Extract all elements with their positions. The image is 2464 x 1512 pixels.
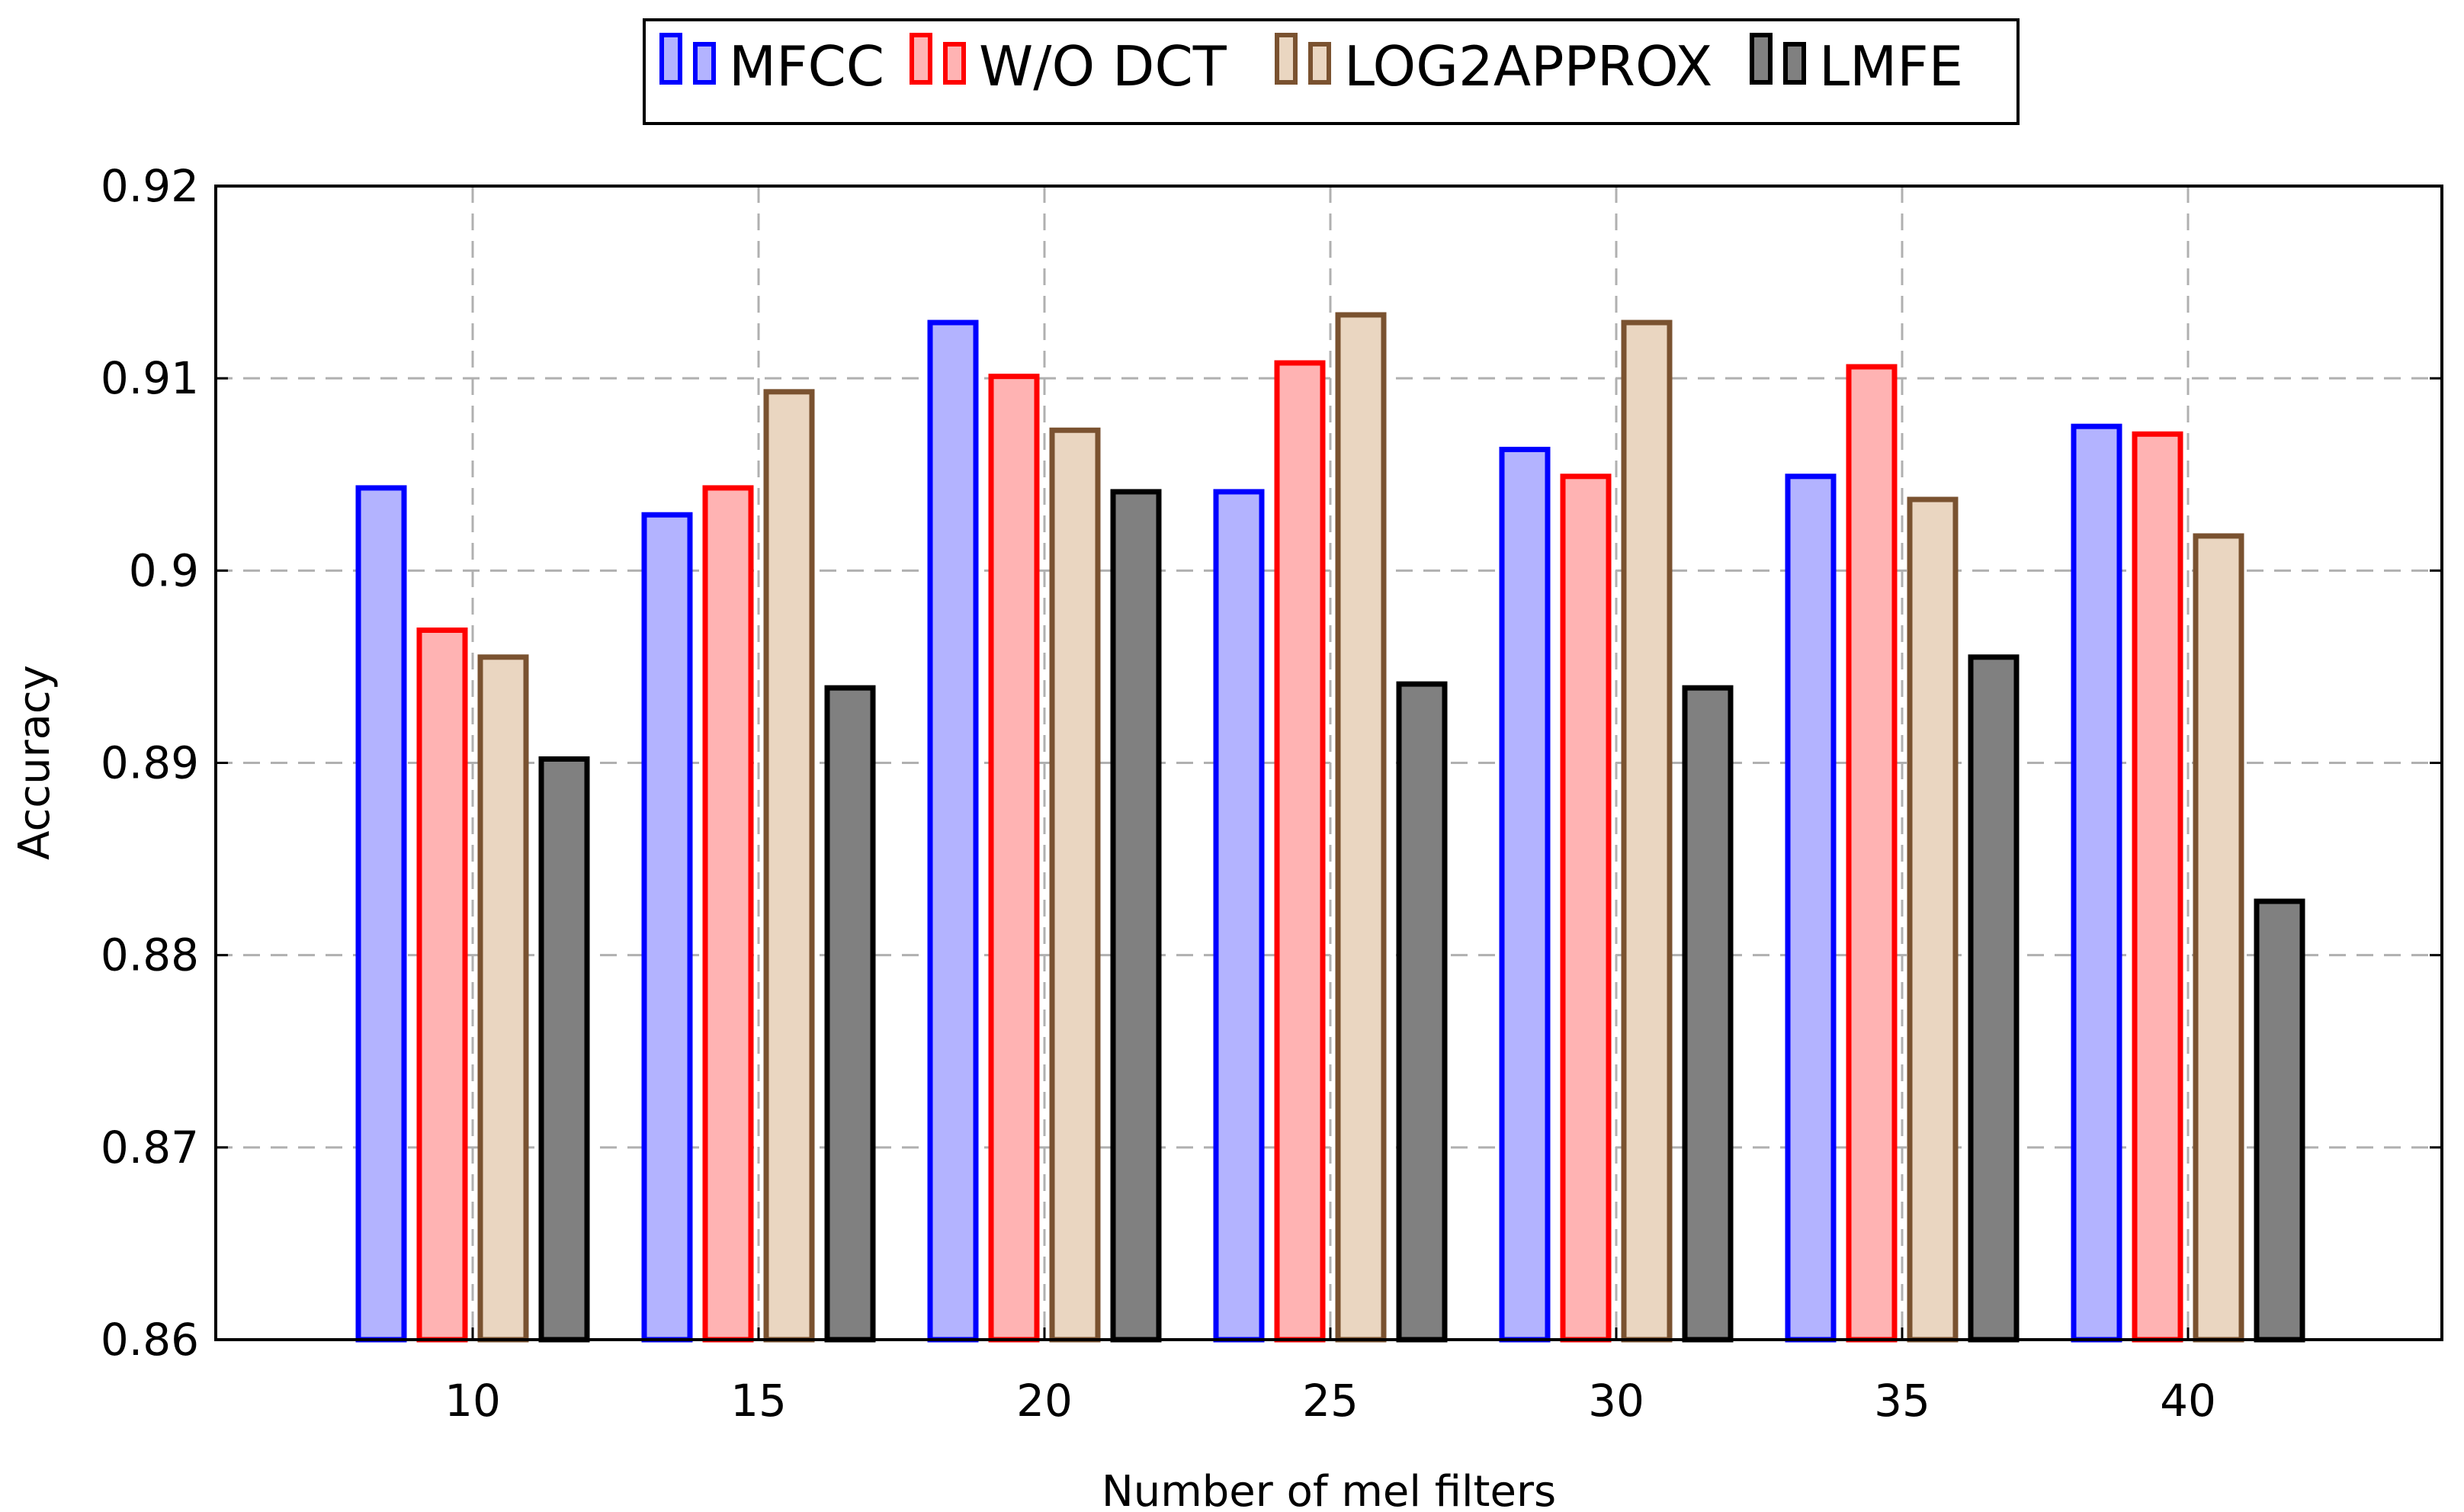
- x-tick-label: 15: [730, 1375, 787, 1427]
- y-tick-label: 0.89: [101, 737, 199, 789]
- y-tick-label: 0.88: [101, 929, 199, 981]
- legend-label-mfcc: MFCC: [729, 34, 884, 98]
- bar-lmfe-10: [538, 756, 590, 1343]
- bar-w-o-dct-40: [2132, 431, 2183, 1343]
- bar-w-o-dct-35: [1846, 364, 1898, 1343]
- bar-lmfe-15: [824, 685, 876, 1343]
- bar-lmfe-20: [1110, 489, 1162, 1343]
- y-tick-label: 0.87: [101, 1122, 199, 1173]
- legend: MFCC W/O DCT LOG2APPROX LMFE: [643, 18, 2020, 125]
- bar-log2approx-40: [2193, 533, 2244, 1343]
- legend-swatch-w-o-dct: [943, 42, 966, 85]
- bar-log2approx-20: [1049, 427, 1101, 1343]
- x-tick-label: 40: [2160, 1375, 2216, 1427]
- bar-mfcc-10: [355, 485, 407, 1343]
- legend-swatch-log2approx: [1308, 42, 1331, 85]
- x-axis-label: Number of mel filters: [1102, 1467, 1556, 1512]
- bar-mfcc-30: [1499, 446, 1551, 1343]
- x-tick-label: 10: [444, 1375, 501, 1427]
- legend-label-lmfe: LMFE: [1819, 34, 1963, 98]
- bar-mfcc-40: [2071, 423, 2122, 1343]
- bar-mfcc-35: [1785, 474, 1837, 1343]
- y-tick-label: 0.92: [101, 160, 199, 212]
- x-axis-ticks: 10 15 20 25 30 35 40: [444, 1327, 2216, 1427]
- legend-swatch-w-o-dct: [910, 33, 932, 85]
- bar-w-o-dct-15: [702, 485, 754, 1343]
- bar-mfcc-15: [641, 512, 693, 1343]
- legend-swatch-mfcc: [693, 42, 716, 85]
- bar-log2approx-15: [763, 389, 815, 1343]
- bar-mfcc-25: [1213, 489, 1265, 1343]
- bar-lmfe-40: [2254, 898, 2305, 1343]
- legend-swatch-log2approx: [1275, 33, 1298, 85]
- legend-swatch-lmfe: [1750, 33, 1773, 85]
- bar-log2approx-10: [477, 654, 529, 1343]
- bar-log2approx-25: [1335, 312, 1387, 1343]
- y-axis-label: Accuracy: [10, 665, 59, 860]
- legend-swatch-lmfe: [1783, 42, 1806, 85]
- x-tick-label: 20: [1016, 1375, 1073, 1427]
- bar-mfcc-20: [927, 319, 979, 1343]
- bar-w-o-dct-10: [416, 628, 468, 1343]
- x-tick-label: 30: [1588, 1375, 1644, 1427]
- y-tick-label: 0.9: [129, 544, 199, 596]
- x-tick-label: 25: [1302, 1375, 1359, 1427]
- legend-swatch-mfcc: [659, 33, 682, 85]
- bars: [355, 312, 2305, 1343]
- y-axis-ticks: 0.86 0.87 0.88 0.89 0.9 0.91 0.92: [101, 160, 2442, 1366]
- x-tick-label: 35: [1874, 1375, 1930, 1427]
- bar-w-o-dct-20: [988, 374, 1040, 1343]
- legend-label-w-o-dct: W/O DCT: [979, 34, 1227, 98]
- y-tick-label: 0.91: [101, 352, 199, 404]
- bar-lmfe-35: [1968, 654, 2020, 1343]
- bar-log2approx-30: [1621, 319, 1673, 1343]
- bar-lmfe-25: [1396, 681, 1448, 1343]
- bar-w-o-dct-30: [1560, 474, 1612, 1343]
- y-tick-label: 0.86: [101, 1314, 199, 1366]
- bar-log2approx-35: [1907, 496, 1959, 1343]
- legend-label-log2approx: LOG2APPROX: [1344, 34, 1712, 98]
- bar-w-o-dct-25: [1274, 360, 1326, 1343]
- bar-lmfe-30: [1682, 685, 1734, 1343]
